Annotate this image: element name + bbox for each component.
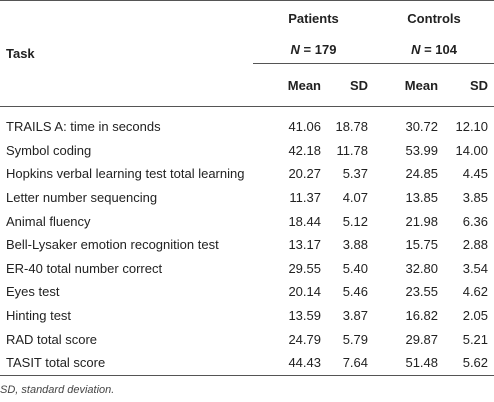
controls-mean-cell: 51.48: [405, 355, 439, 371]
controls-sd-cell: 14.00: [455, 142, 489, 158]
controls-sd-cell: 6.36: [462, 213, 489, 229]
patients-sd-cell: 18.78: [335, 119, 369, 135]
controls-mean-cell: 15.75: [405, 237, 439, 253]
task-cell: Letter number sequencing: [6, 190, 158, 206]
patients-sd-header: SD: [327, 63, 375, 107]
task-cell: Animal fluency: [6, 213, 91, 229]
sample-size-row: N = 179 N = 104: [0, 35, 494, 64]
controls-mean-cell: 53.99: [405, 142, 439, 158]
controls-mean-cell: 32.80: [405, 260, 439, 276]
controls-mean-cell: 16.82: [405, 308, 439, 324]
controls-mean-cell: 24.85: [405, 166, 439, 182]
controls-mean-cell: 29.87: [405, 331, 439, 347]
patients-mean-cell: 18.44: [288, 213, 321, 229]
patients-sd-cell: 7.64: [342, 355, 369, 371]
n-symbol: N: [290, 41, 300, 57]
controls-sd-cell: 5.21: [462, 331, 489, 347]
table-row: Letter number sequencing 11.37 4.07 13.8…: [0, 186, 494, 210]
controls-mean-cell: 30.72: [405, 119, 439, 135]
task-cell: Eyes test: [6, 284, 60, 300]
task-cell: ER-40 total number correct: [6, 260, 163, 276]
table-row: Bell-Lysaker emotion recognition test 13…: [0, 233, 494, 257]
patients-mean-cell: 11.37: [289, 190, 321, 206]
patients-mean-cell: 13.17: [288, 237, 321, 253]
task-cell: Bell-Lysaker emotion recognition test: [6, 237, 219, 253]
patients-sd-cell: 5.79: [342, 331, 369, 347]
controls-sd-cell: 4.62: [462, 284, 489, 300]
task-cell: TASIT total score: [6, 355, 106, 371]
stat-header-row: Mean SD Mean SD: [0, 63, 494, 107]
results-table: Task Patients Controls N = 179 N = 104 M…: [0, 0, 494, 376]
controls-sd-cell: 2.88: [462, 237, 489, 253]
patients-mean-cell: 20.14: [288, 284, 321, 300]
table-body: TRAILS A: time in seconds 41.06 18.78 30…: [0, 106, 494, 376]
table-row: ER-40 total number correct 29.55 5.40 32…: [0, 257, 494, 281]
task-cell: Symbol coding: [6, 142, 92, 158]
patients-sd-cell: 5.46: [342, 284, 369, 300]
patients-sd-cell: 5.37: [342, 166, 369, 182]
controls-mean-header: Mean: [374, 63, 445, 107]
patients-sample-size: N = 179: [253, 35, 375, 64]
patients-sd-cell: 11.78: [336, 142, 369, 158]
n-equals: =: [420, 41, 436, 57]
table-row: Animal fluency 18.44 5.12 21.98 6.36: [0, 209, 494, 233]
controls-sd-header: SD: [444, 63, 494, 107]
patients-mean-cell: 41.06: [288, 119, 321, 135]
table-row: TRAILS A: time in seconds 41.06 18.78 30…: [0, 106, 494, 139]
patients-mean-header: Mean: [253, 63, 327, 107]
table-row: TASIT total score 44.43 7.64 51.48 5.62: [0, 351, 494, 376]
table-row: Symbol coding 42.18 11.78 53.99 14.00: [0, 139, 494, 163]
patients-mean-cell: 24.79: [288, 331, 321, 347]
task-cell: Hopkins verbal learning test total learn…: [6, 166, 245, 182]
controls-sd-cell: 4.45: [462, 166, 489, 182]
controls-sd-cell: 3.85: [462, 190, 489, 206]
patients-sd-cell: 3.87: [342, 308, 369, 324]
n-equals: =: [299, 41, 315, 57]
controls-sample-size: N = 104: [374, 35, 494, 64]
n-symbol: N: [411, 41, 421, 57]
task-cell: TRAILS A: time in seconds: [6, 119, 161, 135]
patients-sd-cell: 5.12: [342, 213, 369, 229]
controls-sd-cell: 5.62: [462, 355, 489, 371]
table-footnote: SD, standard deviation.: [0, 384, 115, 396]
controls-mean-cell: 13.85: [405, 190, 439, 206]
controls-sd-cell: 2.05: [462, 308, 489, 324]
controls-mean-cell: 23.55: [405, 284, 439, 300]
patients-mean-cell: 13.59: [288, 308, 321, 324]
controls-sd-cell: 12.10: [455, 119, 489, 135]
patients-group-header: Patients: [253, 0, 375, 35]
task-cell: RAD total score: [6, 331, 98, 347]
table-row: RAD total score 24.79 5.79 29.87 5.21: [0, 327, 494, 351]
table-row: Hinting test 13.59 3.87 16.82 2.05: [0, 304, 494, 328]
table-row: Eyes test 20.14 5.46 23.55 4.62: [0, 280, 494, 304]
controls-group-header: Controls: [374, 0, 494, 35]
controls-mean-cell: 21.98: [405, 213, 439, 229]
patients-mean-cell: 29.55: [288, 260, 321, 276]
patients-sd-cell: 4.07: [342, 190, 369, 206]
patients-mean-cell: 42.18: [288, 142, 321, 158]
patients-sd-cell: 3.88: [342, 237, 369, 253]
task-column-header: Task: [0, 0, 253, 107]
n-value: 104: [435, 41, 457, 57]
patients-mean-cell: 20.27: [288, 166, 321, 182]
patients-sd-cell: 5.40: [342, 260, 369, 276]
table-row: Hopkins verbal learning test total learn…: [0, 162, 494, 186]
task-cell: Hinting test: [6, 308, 72, 324]
controls-sd-cell: 3.54: [462, 260, 489, 276]
group-header-row: Task Patients Controls: [0, 0, 494, 107]
patients-mean-cell: 44.43: [288, 355, 321, 371]
n-value: 179: [314, 41, 337, 57]
